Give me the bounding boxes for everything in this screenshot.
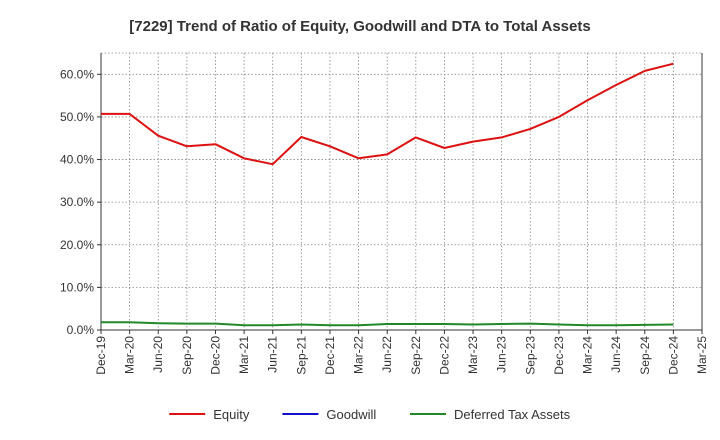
y-tick-label: 10.0% (60, 280, 94, 294)
y-tick-label: 50.0% (60, 110, 94, 124)
x-tick-label: Mar-25 (695, 336, 709, 374)
x-tick-label: Dec-21 (323, 336, 337, 375)
y-tick-label: 0.0% (67, 323, 95, 337)
series-line-equity (101, 62, 674, 166)
chart-title: [7229] Trend of Ratio of Equity, Goodwil… (129, 18, 590, 35)
x-tick-label: Jun-22 (380, 336, 394, 373)
legend-label-deferred-tax-assets: Deferred Tax Assets (454, 407, 571, 422)
legend-label-equity: Equity (213, 407, 250, 422)
x-tick-label: Jun-23 (495, 336, 509, 373)
x-tick-label: Jun-20 (151, 336, 165, 373)
y-tick-label: 40.0% (60, 153, 94, 167)
y-tick-label: 60.0% (60, 67, 94, 81)
x-tick-label: Dec-22 (437, 336, 451, 375)
y-tick-label: 20.0% (60, 238, 94, 252)
x-tick-label: Dec-23 (552, 336, 566, 375)
series-line-deferred-tax-assets (101, 321, 674, 327)
x-tick-label: Mar-20 (123, 336, 137, 374)
legend-label-goodwill: Goodwill (326, 407, 376, 422)
x-tick-label: Mar-24 (581, 336, 595, 374)
y-tick-label: 30.0% (60, 195, 94, 209)
x-tick-label: Jun-24 (609, 336, 623, 373)
x-tick-label: Jun-21 (266, 336, 280, 373)
x-tick-label: Sep-21 (294, 336, 308, 375)
series-layer (101, 62, 674, 327)
x-tick-label: Mar-22 (352, 336, 366, 374)
x-tick-label: Mar-21 (237, 336, 251, 374)
legend: Equity Goodwill Deferred Tax Assets (169, 407, 571, 422)
grid-layer (101, 52, 702, 330)
axis-layer: 0.0% 10.0% 20.0% 30.0% 40.0% 50.0% 60.0% Dec-19… (60, 53, 709, 375)
x-tick-label: Dec-20 (208, 336, 222, 375)
x-tick-label: Sep-22 (409, 336, 423, 375)
x-tick-label: Sep-23 (523, 336, 537, 375)
x-tick-label: Sep-24 (638, 336, 652, 375)
x-tick-label: Mar-23 (466, 336, 480, 374)
x-tick-label: Dec-24 (666, 336, 680, 375)
x-tick-label: Dec-19 (94, 336, 108, 375)
plot-area (101, 53, 702, 330)
x-tick-label: Sep-20 (180, 336, 194, 375)
